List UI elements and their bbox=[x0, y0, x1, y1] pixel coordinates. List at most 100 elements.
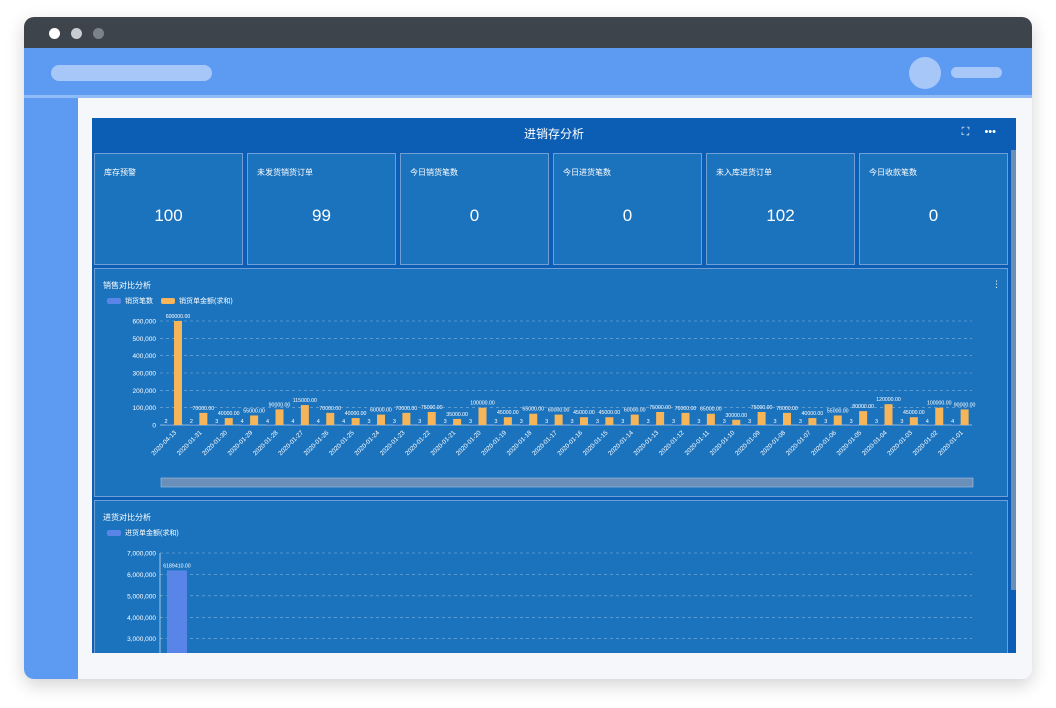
x-tick-label: 2020-01-20 bbox=[455, 429, 483, 457]
bar-count bbox=[291, 424, 300, 425]
legend-label: 进货单金额(求和) bbox=[125, 530, 179, 537]
bar-count bbox=[545, 424, 554, 425]
bar-amount bbox=[935, 407, 944, 425]
kpi-card-today-sales-count[interactable]: 今日销货笔数 0 bbox=[400, 153, 549, 265]
x-tick-label: 2020-01-03 bbox=[886, 429, 914, 457]
data-label-count: 3 bbox=[850, 419, 853, 425]
bar-count bbox=[520, 424, 529, 425]
data-label-amount: 115000.00 bbox=[293, 398, 317, 404]
legend-item-count[interactable]: 销货笔数 bbox=[107, 296, 153, 306]
dashboard-panel: 进销存分析 ⛶ ••• 库存预警 100 未发货销货订单 99 今日销货笔数 0… bbox=[92, 118, 1016, 653]
bar-amount bbox=[427, 412, 436, 425]
chart-zoom-slider bbox=[160, 477, 974, 488]
x-tick-label: 2020-01-31 bbox=[176, 429, 204, 457]
bar-count bbox=[494, 424, 503, 425]
data-label-amount: 45000.00 bbox=[497, 410, 519, 416]
bar-count bbox=[647, 424, 656, 425]
x-tick-label: 2020-01-08 bbox=[759, 429, 787, 457]
user-name-placeholder[interactable] bbox=[951, 67, 1002, 78]
kpi-value: 102 bbox=[766, 206, 795, 225]
kpi-label: 今日收款笔数 bbox=[869, 168, 917, 177]
window-minimize-button[interactable] bbox=[71, 28, 82, 39]
legend-label: 销货笔数 bbox=[125, 298, 153, 305]
dashboard-toolbar: ⛶ ••• bbox=[950, 126, 996, 139]
kpi-value: 0 bbox=[469, 206, 480, 225]
y-tick-label: 200,000 bbox=[133, 388, 157, 395]
kpi-card-unshipped-sales-orders[interactable]: 未发货销货订单 99 bbox=[247, 153, 396, 265]
chart-legend: 进货单金额(求和) bbox=[107, 528, 187, 538]
data-label-amount: 40000.00 bbox=[802, 411, 824, 417]
data-label-amount: 30000.00 bbox=[725, 413, 747, 419]
data-label-amount: 65000.00 bbox=[700, 407, 722, 413]
legend-label: 销货单金额(求和) bbox=[179, 298, 233, 305]
kpi-card-unreceived-purchase-orders[interactable]: 未入库进货订单 102 bbox=[706, 153, 855, 265]
data-label-amount: 120000.00 bbox=[876, 397, 901, 403]
bar-count bbox=[596, 424, 605, 425]
x-tick-label: 2020-01-23 bbox=[379, 429, 407, 457]
data-label-amount: 90000.00 bbox=[269, 402, 291, 408]
bar-amount bbox=[224, 418, 233, 425]
y-tick-label: 5,000,000 bbox=[127, 593, 156, 600]
kpi-value: 99 bbox=[312, 206, 331, 225]
bar-amount bbox=[656, 412, 665, 425]
x-tick-label: 2020-01-22 bbox=[404, 429, 432, 457]
bar-amount bbox=[300, 405, 309, 425]
header-search-placeholder[interactable] bbox=[51, 65, 212, 81]
bar-amount bbox=[250, 415, 259, 425]
bar-count bbox=[368, 424, 376, 425]
dashboard-scrollbar[interactable] bbox=[1011, 150, 1016, 590]
data-label-amount: 75000.00 bbox=[649, 405, 671, 411]
bar-amount bbox=[681, 412, 690, 425]
window-maximize-button[interactable] bbox=[93, 28, 104, 39]
bar-amount bbox=[199, 412, 208, 425]
y-tick-label: 600,000 bbox=[133, 319, 157, 326]
sales-comparison-panel: 销售对比分析 ⋮ 销货笔数 销货单金额(求和) 0 100,000 200,000 3… bbox=[94, 268, 1008, 497]
legend-item-amount[interactable]: 销货单金额(求和) bbox=[161, 296, 233, 306]
bar-count bbox=[266, 424, 275, 425]
data-label-amount: 65000.00 bbox=[522, 407, 544, 413]
kpi-card-today-collection-count[interactable]: 今日收款笔数 0 bbox=[859, 153, 1008, 265]
bar-count bbox=[774, 424, 782, 425]
app-header bbox=[24, 48, 1032, 98]
data-label-count: 3 bbox=[723, 419, 726, 425]
x-tick-label: 2020-01-04 bbox=[861, 429, 889, 457]
bar-count bbox=[926, 424, 935, 425]
bar-count bbox=[444, 424, 453, 425]
bar-amount bbox=[706, 413, 715, 425]
avatar[interactable] bbox=[909, 57, 941, 89]
kpi-card-inventory-alert[interactable]: 库存预警 100 bbox=[94, 153, 243, 265]
data-label-count: 3 bbox=[875, 419, 878, 425]
kpi-card-today-purchase-count[interactable]: 今日进货笔数 0 bbox=[553, 153, 702, 265]
chart-legend: 销货笔数 销货单金额(求和) bbox=[107, 296, 241, 306]
bar-amount bbox=[503, 417, 512, 425]
data-label-count: 3 bbox=[596, 419, 599, 425]
vertical-dots-icon[interactable]: ⋮ bbox=[992, 279, 1001, 289]
bar-amount bbox=[630, 414, 639, 425]
data-label-count: 4 bbox=[266, 419, 269, 425]
bar-count bbox=[697, 424, 706, 425]
bar-amount bbox=[326, 412, 335, 425]
data-label-count: 2 bbox=[164, 419, 167, 425]
legend-item-purchase-amount[interactable]: 进货单金额(求和) bbox=[107, 528, 179, 538]
x-tick-label: 2020-01-24 bbox=[353, 429, 381, 457]
bar-count bbox=[799, 424, 808, 425]
data-label-amount: 70000.00 bbox=[193, 406, 215, 412]
window-close-button[interactable] bbox=[49, 28, 60, 39]
bar-count bbox=[850, 424, 859, 425]
data-label-amount: 70000.00 bbox=[675, 406, 697, 412]
x-tick-label: 2020-01-28 bbox=[252, 429, 280, 457]
x-tick-label: 2020-01-07 bbox=[785, 429, 813, 457]
x-tick-label: 2020-01-14 bbox=[607, 429, 635, 457]
y-tick-label: 0 bbox=[152, 423, 156, 430]
x-tick-label: 2020-01-06 bbox=[810, 429, 838, 457]
kpi-value: 0 bbox=[622, 206, 633, 225]
bar-purchase bbox=[167, 570, 187, 653]
y-tick-label: 3,000,000 bbox=[127, 636, 156, 643]
data-label-amount: 70000.00 bbox=[396, 406, 418, 412]
more-icon[interactable]: ••• bbox=[984, 126, 996, 138]
expand-icon[interactable]: ⛶ bbox=[961, 126, 970, 138]
data-label-amount: 35000.00 bbox=[446, 412, 468, 418]
bar-amount bbox=[351, 418, 360, 425]
bar-count bbox=[723, 424, 732, 425]
data-label-count: 3 bbox=[647, 419, 650, 425]
